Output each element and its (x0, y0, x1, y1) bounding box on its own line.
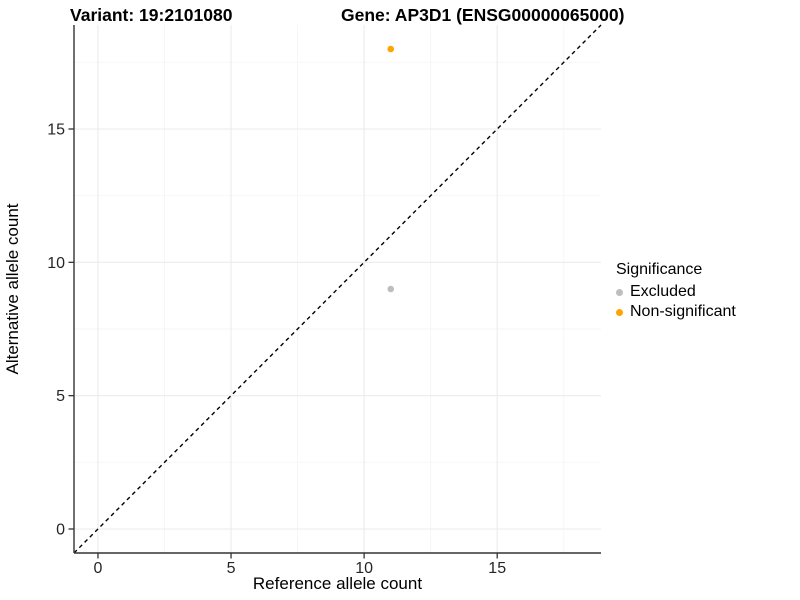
identity-line (73, 24, 602, 554)
data-point-excluded (387, 285, 395, 293)
x-axis-title: Reference allele count (252, 574, 423, 593)
legend-title: Significance (616, 261, 703, 278)
legend-item-label: Non-significant (630, 303, 736, 320)
legend-item-label: Excluded (630, 283, 696, 300)
y-tick-label: 15 (47, 122, 65, 139)
x-tick-label: 0 (94, 560, 103, 577)
excluded-point-icon (616, 288, 623, 296)
legend-item-excluded: Excluded (616, 282, 736, 302)
legend-item-non-significant: Non-significant (616, 302, 736, 322)
variant-title: Variant: 19:2101080 (70, 5, 233, 25)
legend: Significance Excluded Non-significant (616, 261, 736, 322)
y-axis-title: Alternative allele count (3, 203, 22, 375)
non-significant-point-icon (616, 308, 623, 316)
y-tick-label: 0 (56, 522, 65, 539)
data-point-non-significant (387, 45, 395, 53)
y-tick-label: 5 (56, 388, 65, 405)
x-tick-label: 10 (355, 560, 373, 577)
gene-title: Gene: AP3D1 (ENSG00000065000) (341, 5, 625, 25)
x-tick-label: 15 (488, 560, 506, 577)
x-tick-label: 5 (227, 560, 236, 577)
y-tick-label: 10 (47, 255, 65, 272)
